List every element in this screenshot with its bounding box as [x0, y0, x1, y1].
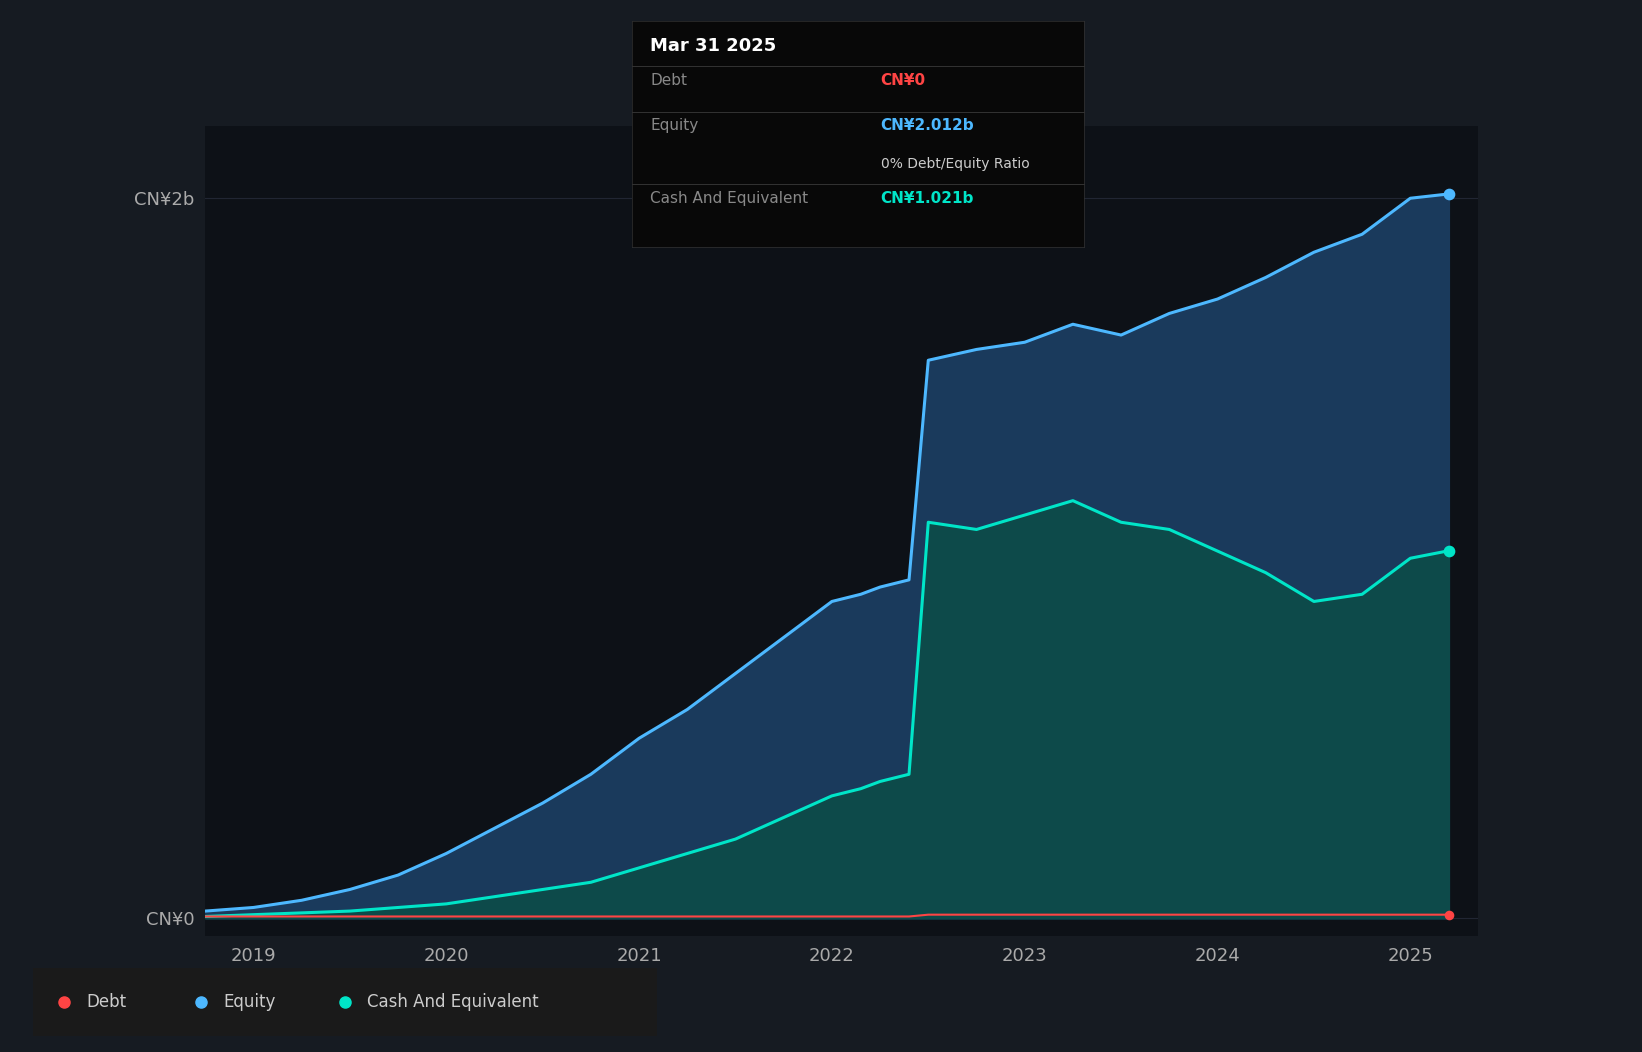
- Point: [1435, 906, 1461, 923]
- Point: [1435, 542, 1461, 559]
- Text: Equity: Equity: [223, 993, 276, 1011]
- Text: Cash And Equivalent: Cash And Equivalent: [650, 190, 808, 206]
- Text: Debt: Debt: [650, 73, 688, 88]
- Text: CN¥0: CN¥0: [880, 73, 926, 88]
- Text: Debt: Debt: [85, 993, 126, 1011]
- Text: 0% Debt/Equity Ratio: 0% Debt/Equity Ratio: [880, 157, 1030, 170]
- Text: CN¥2.012b: CN¥2.012b: [880, 118, 974, 134]
- Text: Mar 31 2025: Mar 31 2025: [650, 37, 777, 55]
- Text: Cash And Equivalent: Cash And Equivalent: [366, 993, 539, 1011]
- Text: CN¥1.021b: CN¥1.021b: [880, 190, 974, 206]
- Text: Equity: Equity: [650, 118, 698, 134]
- Point: [1435, 185, 1461, 202]
